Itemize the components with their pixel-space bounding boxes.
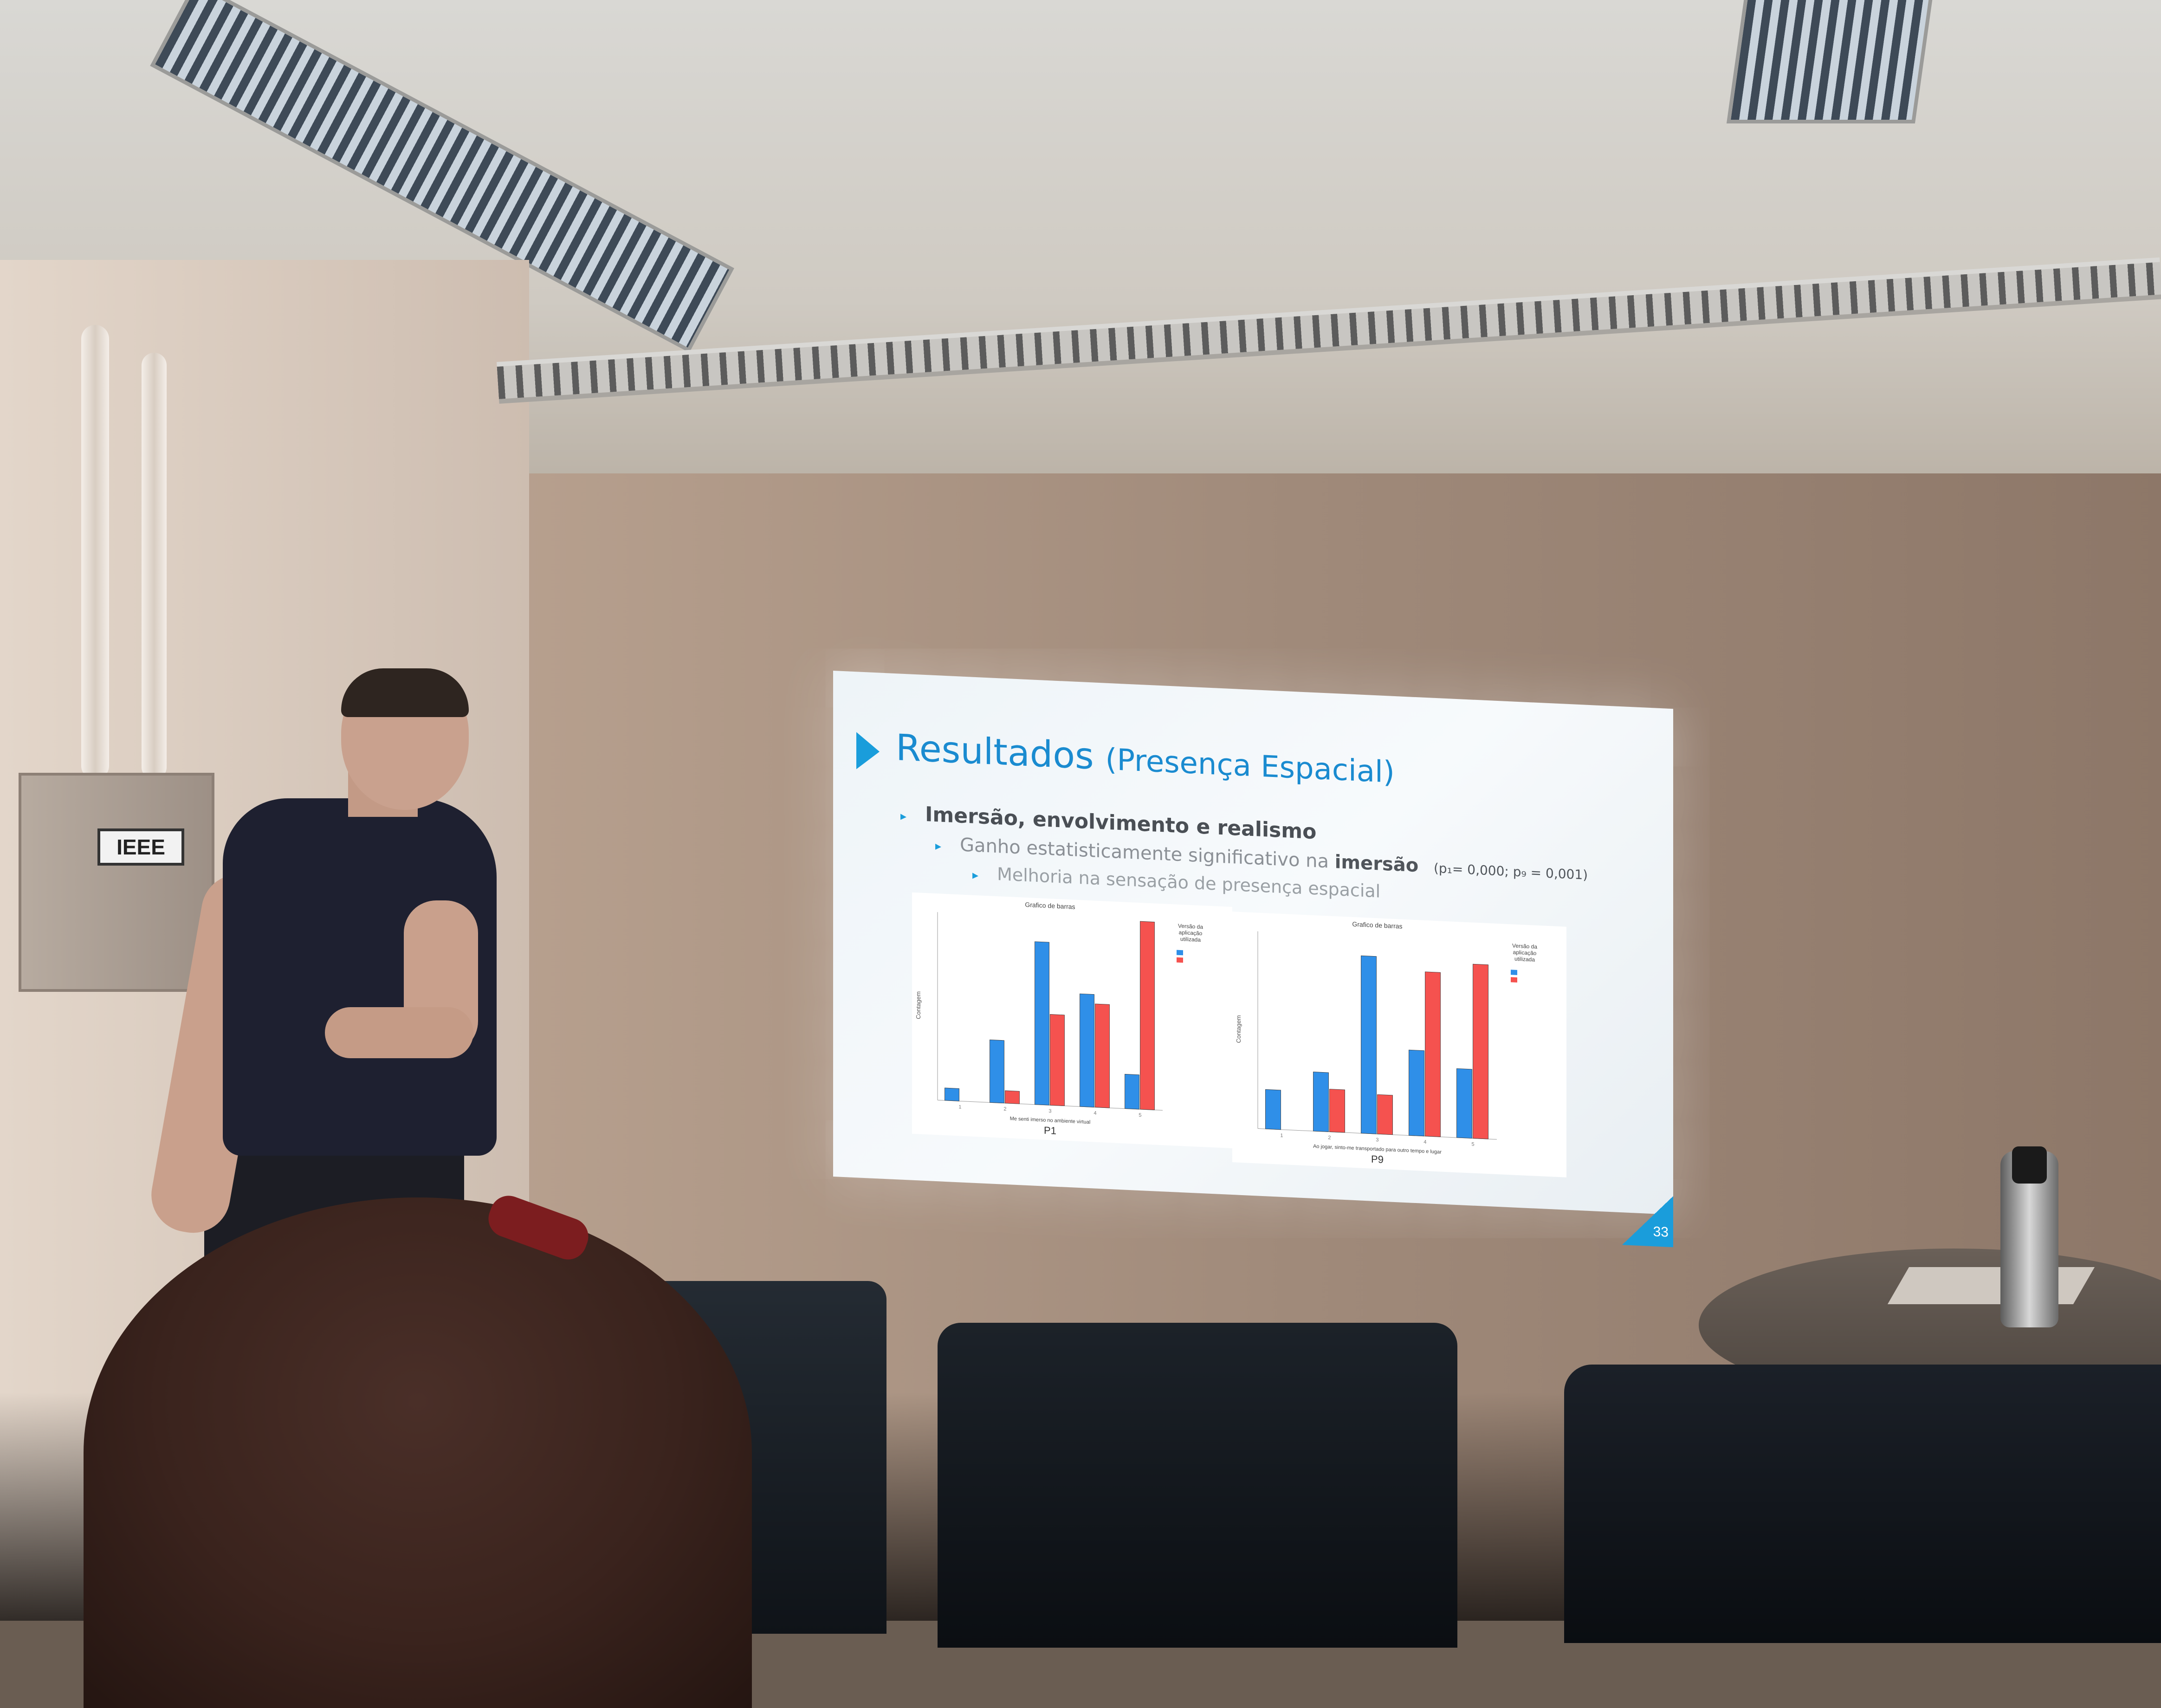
x-tick-label: 3 [1048, 1108, 1051, 1114]
x-tick-label: 2 [1003, 1106, 1006, 1112]
slide-title-main: Resultados [896, 727, 1094, 778]
chair-back-middle [938, 1323, 1457, 1648]
legend-swatch [1511, 977, 1517, 983]
audience-head [84, 1197, 752, 1708]
x-axis-label: Me senti imerso no ambiente virtual [1010, 1116, 1091, 1125]
bullet-arrow-icon: ▸ [935, 839, 942, 854]
bar [1140, 921, 1155, 1110]
bullet-bold-text: imersão [1334, 851, 1419, 877]
presenter-forearm [325, 1007, 473, 1058]
x-tick-label: 2 [1328, 1135, 1331, 1140]
paper-sheet [1887, 1267, 2095, 1304]
bar [1080, 993, 1094, 1107]
chart-caption: P9 [1371, 1153, 1384, 1165]
x-tick-label: 3 [1376, 1137, 1378, 1143]
x-tick-label: 5 [1471, 1141, 1474, 1147]
wall-pipe [142, 353, 167, 780]
bar [945, 1087, 959, 1101]
y-axis-label: Contagem [1235, 1015, 1242, 1043]
legend-swatch [1177, 950, 1183, 956]
bar [1095, 1003, 1110, 1108]
bar [1329, 1089, 1345, 1133]
legend-title: utilizada [1514, 956, 1535, 963]
bullet-arrow-icon: ▸ [900, 809, 907, 824]
ceiling-light-right [1726, 0, 1934, 123]
p-values: (p₁= 0,000; p₉ = 0,001) [1433, 860, 1588, 883]
chart-title: Grafico de barras [1352, 920, 1402, 930]
bar [1265, 1089, 1281, 1130]
electrical-box [19, 773, 214, 992]
y-axis-label: Contagem [915, 991, 922, 1020]
bar [1313, 1072, 1329, 1132]
title-arrow-icon [856, 732, 880, 770]
chart-title: Grafico de barras [1025, 901, 1075, 911]
bar [1473, 964, 1488, 1139]
chart-caption: P1 [1044, 1125, 1056, 1137]
legend-title: Versão da [1178, 923, 1203, 930]
legend-swatch [1511, 970, 1517, 975]
bar [1361, 955, 1377, 1134]
x-tick-label: 5 [1139, 1113, 1141, 1118]
slide-title-sub: (Presença Espacial) [1105, 742, 1395, 790]
legend-title: Versão da [1512, 942, 1537, 950]
x-tick-label: 4 [1093, 1110, 1096, 1116]
bar [1425, 971, 1441, 1137]
legend-title: utilizada [1180, 936, 1201, 943]
legend-swatch [1177, 957, 1183, 963]
bar [1035, 941, 1049, 1106]
bar [1050, 1014, 1065, 1106]
bar [1456, 1068, 1472, 1139]
slide-number: 33 [1622, 1194, 1673, 1248]
ieee-logo: IEEE [97, 828, 184, 866]
slide-title: Resultados (Presença Espacial) [896, 727, 1395, 791]
wall-pipe [81, 325, 109, 780]
presenter-hair [341, 668, 469, 717]
bullet-arrow-icon: ▸ [972, 868, 979, 883]
bar [1125, 1074, 1139, 1110]
legend-title: aplicação [1513, 949, 1537, 957]
x-tick-label: 1 [1280, 1133, 1283, 1139]
chair-back-right [1564, 1365, 2161, 1643]
x-tick-label: 4 [1423, 1139, 1426, 1145]
bar-chart-p1: Grafico de barras Contagem 1 2 3 4 5 Me senti i… [912, 892, 1232, 1149]
bar [1409, 1049, 1424, 1137]
projected-slide: Resultados (Presença Espacial) ▸ Imersão,… [833, 671, 1673, 1248]
bar [990, 1039, 1004, 1104]
bar [1005, 1090, 1020, 1104]
bottle-cap [2012, 1146, 2047, 1184]
bar [1377, 1094, 1393, 1135]
legend-title: aplicação [1179, 929, 1203, 937]
x-tick-label: 1 [958, 1104, 961, 1110]
